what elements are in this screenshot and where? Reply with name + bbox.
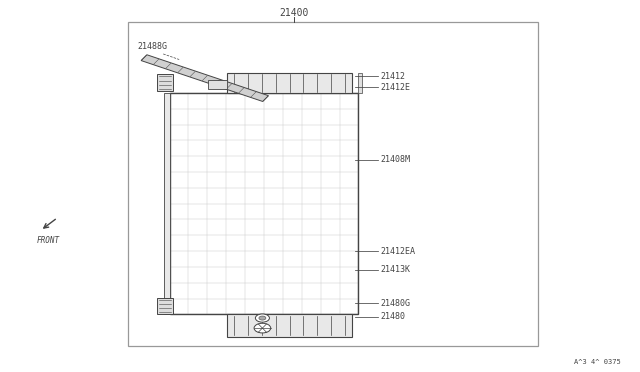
Bar [358,73,362,93]
Text: 21480: 21480 [381,312,406,321]
Text: A^3 4^ 0375: A^3 4^ 0375 [574,359,621,365]
Text: 21400: 21400 [280,8,309,18]
Text: FRONT: FRONT [36,236,60,245]
Bar [128,22,538,346]
Bar [157,74,173,91]
Bar [227,73,352,93]
Text: 21488G: 21488G [138,42,168,51]
Text: 21412EA: 21412EA [381,247,416,256]
Circle shape [254,323,271,333]
Bar [227,314,352,337]
Bar [170,93,358,314]
Bar [208,80,227,89]
Bar [170,93,358,314]
Text: 21412: 21412 [381,72,406,81]
Text: 21412E: 21412E [381,83,411,92]
Text: 21408M: 21408M [381,155,411,164]
Bar [157,298,173,314]
Text: 21480G: 21480G [381,299,411,308]
Bar [164,93,170,314]
Circle shape [255,314,269,322]
Text: 21413K: 21413K [381,265,411,274]
Polygon shape [141,55,269,102]
Circle shape [259,316,266,320]
